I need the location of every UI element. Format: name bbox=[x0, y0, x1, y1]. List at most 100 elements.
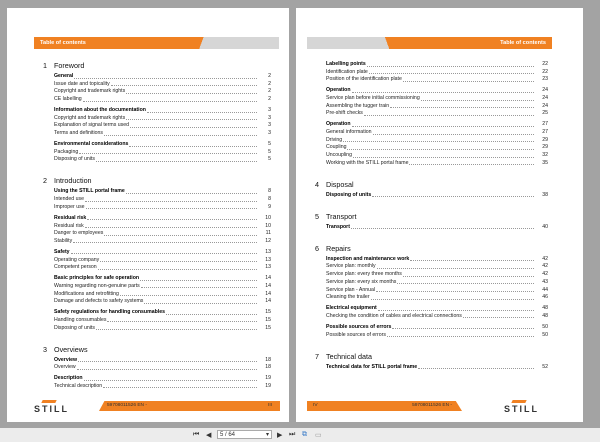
toc-entry[interactable]: Service plan - Annual 44 bbox=[326, 286, 548, 295]
toc-entry[interactable]: Inspection and maintenance work 42 bbox=[326, 255, 548, 264]
toc-entry[interactable]: Service plan: monthly 42 bbox=[326, 263, 548, 272]
toc-entry[interactable]: Assembling the tugger train 24 bbox=[326, 102, 548, 111]
toc-entry[interactable]: Competent person 13 bbox=[54, 264, 271, 272]
toc-entry[interactable]: General information 27 bbox=[326, 129, 548, 137]
toc-entry[interactable]: Technical data for STILL portal frame 52 bbox=[326, 363, 548, 372]
chapter-heading[interactable]: 3 Overviews bbox=[43, 345, 271, 354]
toc-entry[interactable]: Driving 29 bbox=[326, 136, 548, 145]
toc-entry[interactable]: Issue date and topicality 2 bbox=[54, 80, 271, 89]
last-page-icon[interactable]: ⏭ bbox=[289, 431, 296, 438]
chapter-heading[interactable]: 6 Repairs bbox=[315, 244, 548, 253]
dot-leader bbox=[140, 283, 257, 289]
toc-entry[interactable]: Environmental considerations 5 bbox=[54, 141, 271, 149]
entry-page: 24 bbox=[542, 102, 548, 109]
entry-page: 3 bbox=[268, 107, 271, 114]
toc-entry[interactable]: Uncoupling 32 bbox=[326, 152, 548, 160]
dot-leader bbox=[368, 69, 534, 75]
toc-entry[interactable]: Disposing of units 15 bbox=[54, 324, 271, 333]
toc-entry[interactable]: Overview 18 bbox=[54, 364, 271, 372]
toc-entry[interactable]: Modifications and retrofitting 14 bbox=[54, 290, 271, 299]
first-page-icon[interactable]: ⏮ bbox=[193, 431, 200, 438]
toc-entry[interactable]: Improper use 9 bbox=[54, 203, 271, 212]
chapter-heading[interactable]: 2 Introduction bbox=[43, 176, 271, 185]
entry-title: Competent person bbox=[54, 264, 98, 272]
entry-title: Overview bbox=[54, 356, 79, 365]
toc-entry[interactable]: Copyright and trademark rights 2 bbox=[54, 88, 271, 97]
toc-entry[interactable]: Danger to employees 11 bbox=[54, 230, 271, 238]
toc-entry[interactable]: General 2 bbox=[54, 73, 271, 81]
toc-entry[interactable]: Safety 13 bbox=[54, 248, 271, 257]
toc-entry[interactable]: Operation 27 bbox=[326, 121, 548, 130]
toc-entry[interactable]: Possible sources of errors 50 bbox=[326, 323, 548, 332]
toc-entry[interactable]: Using the STILL portal frame 8 bbox=[54, 188, 271, 197]
toc-group: Overview 18 Overview 18 bbox=[43, 356, 271, 372]
entry-title: Operation bbox=[326, 121, 352, 130]
toc-entry[interactable]: Operating company 13 bbox=[54, 256, 271, 265]
toc-entry[interactable]: Disposing of units 5 bbox=[54, 156, 271, 165]
toc-entry[interactable]: CE labelling 2 bbox=[54, 96, 271, 104]
toc-entry[interactable]: Explanation of signal terms used 3 bbox=[54, 122, 271, 131]
entry-page: 2 bbox=[268, 73, 271, 79]
dot-leader bbox=[104, 230, 257, 236]
toc-entry[interactable]: Service plan: every three months 42 bbox=[326, 271, 548, 279]
toc-entry[interactable]: Damage and defects to safety systems 14 bbox=[54, 298, 271, 306]
toc-entry[interactable]: Technical description 19 bbox=[54, 382, 271, 391]
dot-leader bbox=[104, 130, 257, 136]
toc-entry[interactable]: Transport 40 bbox=[326, 223, 548, 232]
toc-entry[interactable]: Coupling 29 bbox=[326, 144, 548, 153]
toc-entry[interactable]: Working with the STILL portal frame 35 bbox=[326, 159, 548, 168]
toc-entry[interactable]: Overview 18 bbox=[54, 356, 271, 365]
toc-entry[interactable]: Position of the identification plate 23 bbox=[326, 76, 548, 85]
toc-entry[interactable]: Identification plate 22 bbox=[326, 68, 548, 77]
toc-entry[interactable]: Basic principles for safe operation 14 bbox=[54, 275, 271, 283]
chapter-heading[interactable]: 5 Transport bbox=[315, 212, 548, 221]
entry-title: Transport bbox=[326, 223, 351, 232]
toc-entry[interactable]: Electrical equipment 48 bbox=[326, 305, 548, 313]
prev-page-icon[interactable]: ◀ bbox=[206, 432, 212, 439]
left-page: Table of contents 1 Foreword General 2 Issue… bbox=[7, 8, 289, 422]
toc-entry[interactable]: Terms and definitions 3 bbox=[54, 130, 271, 138]
entry-page: 5 bbox=[268, 148, 271, 155]
entry-page: 43 bbox=[542, 278, 548, 285]
toc-entry[interactable]: Pre-shift checks 25 bbox=[326, 110, 548, 119]
page-number-input[interactable]: 5 / 64 ▾ bbox=[217, 430, 272, 439]
toc-entry[interactable]: Warning regarding non-genuine parts 14 bbox=[54, 282, 271, 291]
toc-entry[interactable]: Handling consumables 15 bbox=[54, 316, 271, 325]
toc-entry[interactable]: Labelling points 22 bbox=[326, 61, 548, 69]
entry-page: 12 bbox=[265, 237, 271, 244]
entry-page: 18 bbox=[265, 364, 271, 371]
entry-page: 27 bbox=[542, 129, 548, 136]
entry-title: Modifications and retrofitting bbox=[54, 290, 120, 299]
toc-entry[interactable]: Checking the condition of cables and ele… bbox=[326, 312, 548, 321]
entry-title: Uncoupling bbox=[326, 152, 353, 160]
toc-entry[interactable]: Service plan: every six months 43 bbox=[326, 278, 548, 287]
toc-entry[interactable]: Cleaning the trailer 46 bbox=[326, 294, 548, 302]
toc-entry[interactable]: Stability 12 bbox=[54, 237, 271, 246]
toc-entry[interactable]: Copyright and trademark rights 3 bbox=[54, 114, 271, 123]
chapter-heading[interactable]: 7 Technical data bbox=[315, 352, 548, 361]
toc-entry[interactable]: Safety regulations for handling consumab… bbox=[54, 309, 271, 317]
toc-entry[interactable]: Description 19 bbox=[54, 375, 271, 383]
footer-page-number: IV bbox=[313, 403, 318, 408]
two-page-view-icon[interactable]: ⧉ bbox=[302, 431, 307, 438]
chapter-heading[interactable]: 1 Foreword bbox=[43, 61, 271, 70]
toc-entry[interactable]: Information about the documentation 3 bbox=[54, 107, 271, 115]
entry-page: 13 bbox=[265, 248, 271, 255]
toc-entry[interactable]: Residual risk 10 bbox=[54, 214, 271, 223]
chapter-heading[interactable]: 4 Disposal bbox=[315, 180, 548, 189]
next-page-icon[interactable]: ▶ bbox=[277, 432, 283, 439]
chevron-down-icon[interactable]: ▾ bbox=[265, 432, 269, 438]
toc-entry[interactable]: Intended use 8 bbox=[54, 196, 271, 204]
dot-leader bbox=[462, 313, 534, 319]
toc-entry[interactable]: Service plan before initial commissionin… bbox=[326, 95, 548, 103]
right-page: Table of contents Labelling points 22 Iden… bbox=[296, 8, 583, 422]
toc-entry[interactable]: Operation 24 bbox=[326, 87, 548, 96]
entry-page: 10 bbox=[265, 214, 271, 221]
entry-page: 3 bbox=[268, 130, 271, 137]
single-page-icon[interactable]: ▭ bbox=[315, 432, 322, 439]
dot-leader bbox=[85, 196, 257, 202]
toc-entry[interactable]: Residual risk 10 bbox=[54, 222, 271, 231]
toc-entry[interactable]: Packaging 5 bbox=[54, 148, 271, 157]
toc-entry[interactable]: Disposing of units 38 bbox=[326, 191, 548, 200]
toc-entry[interactable]: Possible sources of errors 50 bbox=[326, 331, 548, 340]
